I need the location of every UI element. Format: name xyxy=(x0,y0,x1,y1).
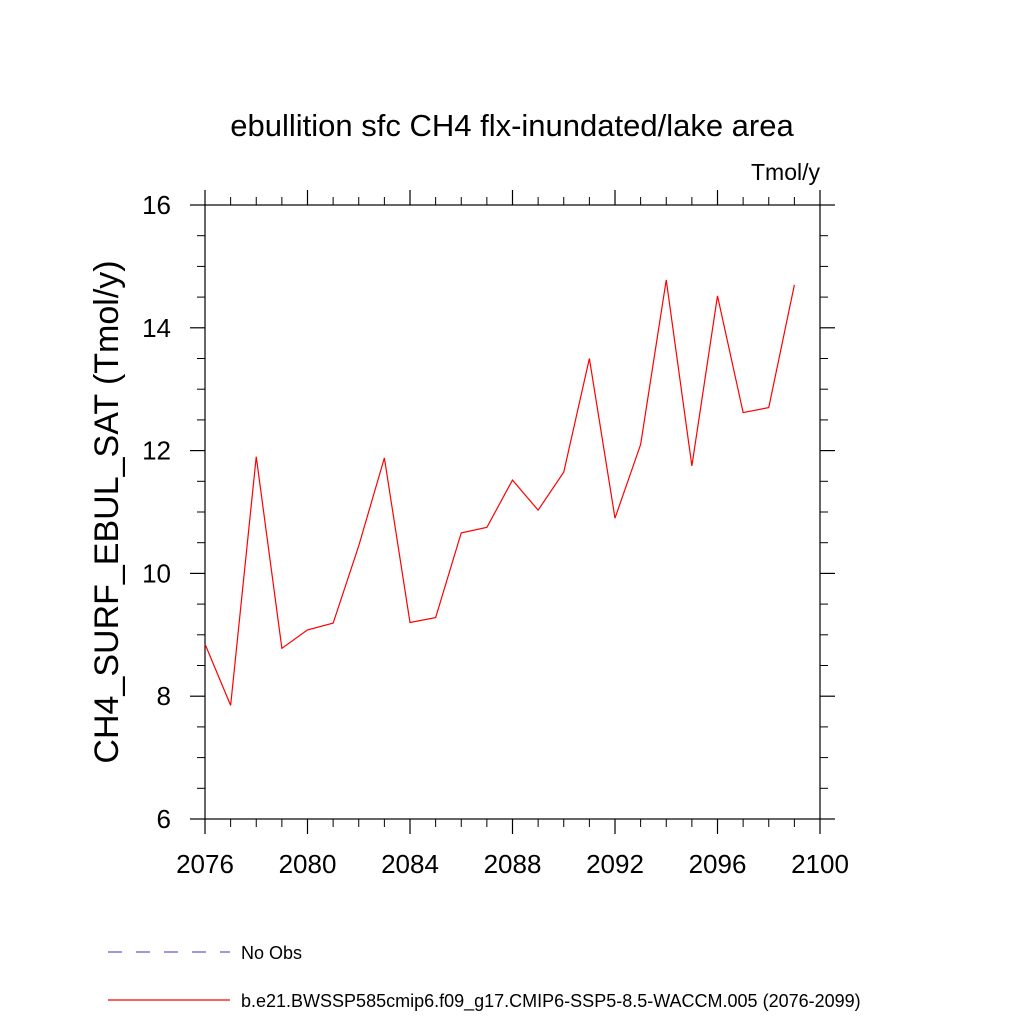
x-tick-label: 2084 xyxy=(381,849,439,879)
y-axis-label: CH4_SURF_EBUL_SAT (Tmol/y) xyxy=(88,260,126,763)
data-point xyxy=(204,643,205,644)
data-point xyxy=(230,705,231,706)
data-point xyxy=(384,457,385,458)
data-point xyxy=(281,648,282,649)
series-line xyxy=(204,279,795,706)
data-point xyxy=(717,295,718,296)
legend-label: b.e21.BWSSP585cmip6.f09_g17.CMIP6-SSP5-8… xyxy=(241,991,861,1012)
y-tick-label: 8 xyxy=(157,681,171,711)
y-tick-label: 12 xyxy=(142,436,171,466)
legend: No Obs b.e21.BWSSP585cmip6.f09_g17.CMIP6-… xyxy=(108,943,861,1012)
data-point xyxy=(666,279,667,280)
data-point xyxy=(512,479,513,480)
axis-ticks xyxy=(190,190,835,834)
plot-border xyxy=(204,204,821,820)
data-point xyxy=(486,527,487,528)
data-point xyxy=(333,623,334,624)
data-point xyxy=(743,412,744,413)
plot-frame xyxy=(204,204,821,820)
y-tick-label: 6 xyxy=(157,804,171,834)
data-point xyxy=(563,471,564,472)
data-point xyxy=(794,284,795,285)
x-tick-label: 2080 xyxy=(279,849,337,879)
axis-tick-labels: 2076 2080 2084 2088 2092 2096 2100 6 8 10 12 14 16 xyxy=(142,190,849,879)
data-point xyxy=(307,629,308,630)
x-tick-label: 2076 xyxy=(176,849,234,879)
data-point xyxy=(768,407,769,408)
data-point xyxy=(435,617,436,618)
y-tick-label: 10 xyxy=(142,558,171,588)
y-tick-label: 14 xyxy=(142,313,171,343)
data-point xyxy=(614,518,615,519)
data-point xyxy=(640,444,641,445)
chart-title: ebullition sfc CH4 flx-inundated/lake ar… xyxy=(230,108,794,143)
data-point xyxy=(538,510,539,511)
data-point xyxy=(461,532,462,533)
x-tick-label: 2100 xyxy=(791,849,849,879)
y-tick-label: 16 xyxy=(142,190,171,220)
legend-label: No Obs xyxy=(241,943,302,963)
data-point xyxy=(691,465,692,466)
x-tick-label: 2096 xyxy=(689,849,747,879)
series-layer xyxy=(204,279,795,706)
units-label: Tmol/y xyxy=(751,159,821,185)
x-tick-label: 2092 xyxy=(586,849,644,879)
data-point xyxy=(358,545,359,546)
x-tick-label: 2088 xyxy=(484,849,542,879)
data-point xyxy=(256,456,257,457)
data-point xyxy=(409,622,410,623)
data-point xyxy=(589,358,590,359)
